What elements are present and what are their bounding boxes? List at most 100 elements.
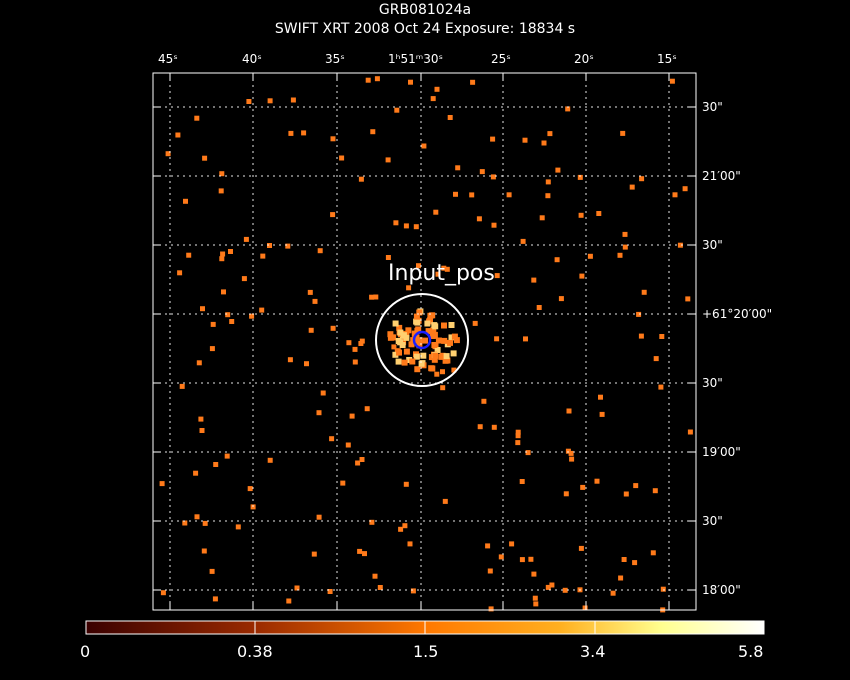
source-photon (387, 331, 394, 338)
photon-event (365, 77, 371, 83)
photon-event (340, 480, 346, 486)
photon-event (372, 573, 378, 579)
photon-event (620, 130, 626, 136)
photon-event (653, 356, 659, 362)
colorbar-tick-label: 0.38 (237, 642, 273, 661)
photon-event (339, 155, 345, 161)
photon-event (209, 346, 215, 352)
photon-event (413, 224, 419, 230)
ra-tick-label: 20ˢ (574, 52, 594, 66)
photon-event (202, 520, 208, 526)
photon-event (247, 486, 253, 492)
source-photon (418, 360, 425, 367)
photon-event (199, 428, 205, 433)
photon-event (249, 313, 255, 319)
photon-event (629, 184, 635, 190)
photon-event (509, 541, 515, 547)
photon-event (218, 188, 224, 194)
photon-event (622, 231, 628, 237)
photon-event (669, 78, 675, 84)
photon-event (359, 338, 365, 344)
source-photon (447, 339, 453, 346)
source-photon (427, 317, 433, 324)
source-photon (416, 309, 423, 316)
photon-event (352, 359, 358, 365)
photon-event (440, 369, 445, 375)
photon-event (652, 488, 658, 494)
photon-event (320, 390, 326, 396)
photon-event (165, 151, 171, 157)
photon-event (594, 478, 600, 484)
photon-event (622, 244, 628, 250)
photon-event (444, 266, 450, 272)
source-photon (420, 352, 427, 359)
photon-event (182, 520, 188, 526)
source-photon (413, 313, 420, 320)
photon-event (554, 257, 560, 263)
photon-event (479, 169, 485, 175)
photon-event (311, 551, 317, 557)
photon-event (225, 312, 231, 318)
dec-tick-label: +61°20′00" (702, 307, 773, 321)
photon-event (547, 131, 553, 137)
source-photon (396, 324, 403, 331)
source-photon (441, 337, 448, 344)
source-photon (432, 352, 439, 359)
photon-event (259, 307, 265, 313)
input-pos-circle (375, 293, 469, 387)
colorbar-tick-label: 5.8 (738, 642, 764, 661)
coordinate-grid (153, 73, 696, 610)
photon-event (352, 346, 358, 352)
photon-event (287, 357, 293, 363)
source-photon (387, 334, 394, 341)
photon-event (301, 130, 307, 136)
photon-event (672, 192, 678, 198)
dec-tick-label: 19′00" (702, 445, 741, 459)
photon-event (470, 79, 476, 85)
photon-event (660, 586, 666, 592)
photon-event (481, 398, 487, 404)
photon-event (549, 582, 555, 588)
source-photon (413, 353, 420, 360)
source-photon (430, 332, 437, 339)
photon-event (267, 243, 272, 248)
source-photon (405, 327, 412, 334)
photon-event (578, 545, 584, 551)
photon-event (545, 179, 551, 185)
source-photon (401, 359, 408, 366)
photon-event (447, 115, 453, 120)
photon-event (580, 484, 586, 490)
photon-event (488, 606, 494, 612)
photon-event (179, 383, 185, 389)
photon-event (213, 462, 219, 467)
photon-event (330, 325, 336, 331)
photon-event (370, 129, 376, 135)
photon-event (598, 394, 603, 400)
photon-event (545, 193, 551, 199)
ra-tick-label: 45ˢ (158, 52, 178, 66)
photon-event (406, 285, 412, 291)
photon-event (522, 137, 528, 143)
source-photon (392, 320, 399, 327)
photon-event (228, 249, 233, 254)
photon-event (377, 585, 383, 590)
source-photon (392, 351, 399, 358)
photon-event (555, 167, 561, 173)
photon-event (515, 440, 521, 446)
photon-event (453, 191, 458, 197)
photon-event (316, 410, 322, 416)
source-photon (400, 332, 407, 339)
photon-event (407, 541, 413, 547)
photon-event (531, 571, 537, 577)
photon-event (267, 98, 273, 104)
photon-event (636, 311, 642, 317)
photon-event (523, 336, 528, 342)
photon-event (442, 498, 448, 504)
photon-event (685, 296, 691, 302)
photon-event (260, 253, 266, 259)
source-photon (428, 365, 435, 372)
dec-tick-label: 30" (702, 514, 723, 528)
photon-event (469, 192, 475, 198)
photon-event (515, 433, 521, 439)
